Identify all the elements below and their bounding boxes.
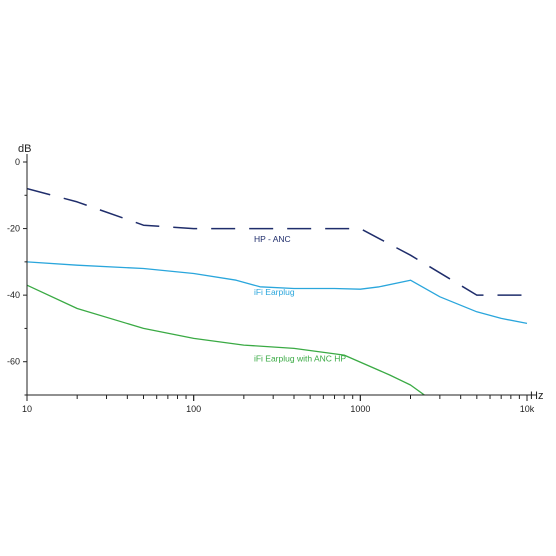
y-tick-label: -60 [7, 357, 20, 367]
x-axis-ticks: 10 100 1000 10k [22, 395, 535, 414]
x-tick-label: 10k [520, 404, 535, 414]
y-tick-label: -40 [7, 290, 20, 300]
y-tick-label: 0 [15, 157, 20, 167]
series-label-2: iFi Earplug [254, 287, 295, 297]
series-label-3: iFi Earplug with ANC HP [254, 354, 346, 364]
series-line-2 [27, 261, 528, 325]
series-layer [27, 187, 528, 395]
y-axis-label: dB [18, 143, 31, 155]
y-tick-label: -20 [7, 224, 20, 234]
series-line-3 [27, 284, 426, 395]
x-tick-label: 10 [22, 404, 32, 414]
series-labels: HP - ANC iFi Earplug iFi Earplug with ANC … [254, 234, 346, 364]
x-axis-label: Hz [530, 390, 543, 402]
series-label-1: HP - ANC [254, 234, 291, 244]
x-tick-label: 1000 [350, 404, 370, 414]
y-axis-ticks: 0 -20 -40 -60 [7, 157, 27, 396]
series-line-1 [27, 187, 527, 296]
x-tick-label: 100 [186, 404, 201, 414]
